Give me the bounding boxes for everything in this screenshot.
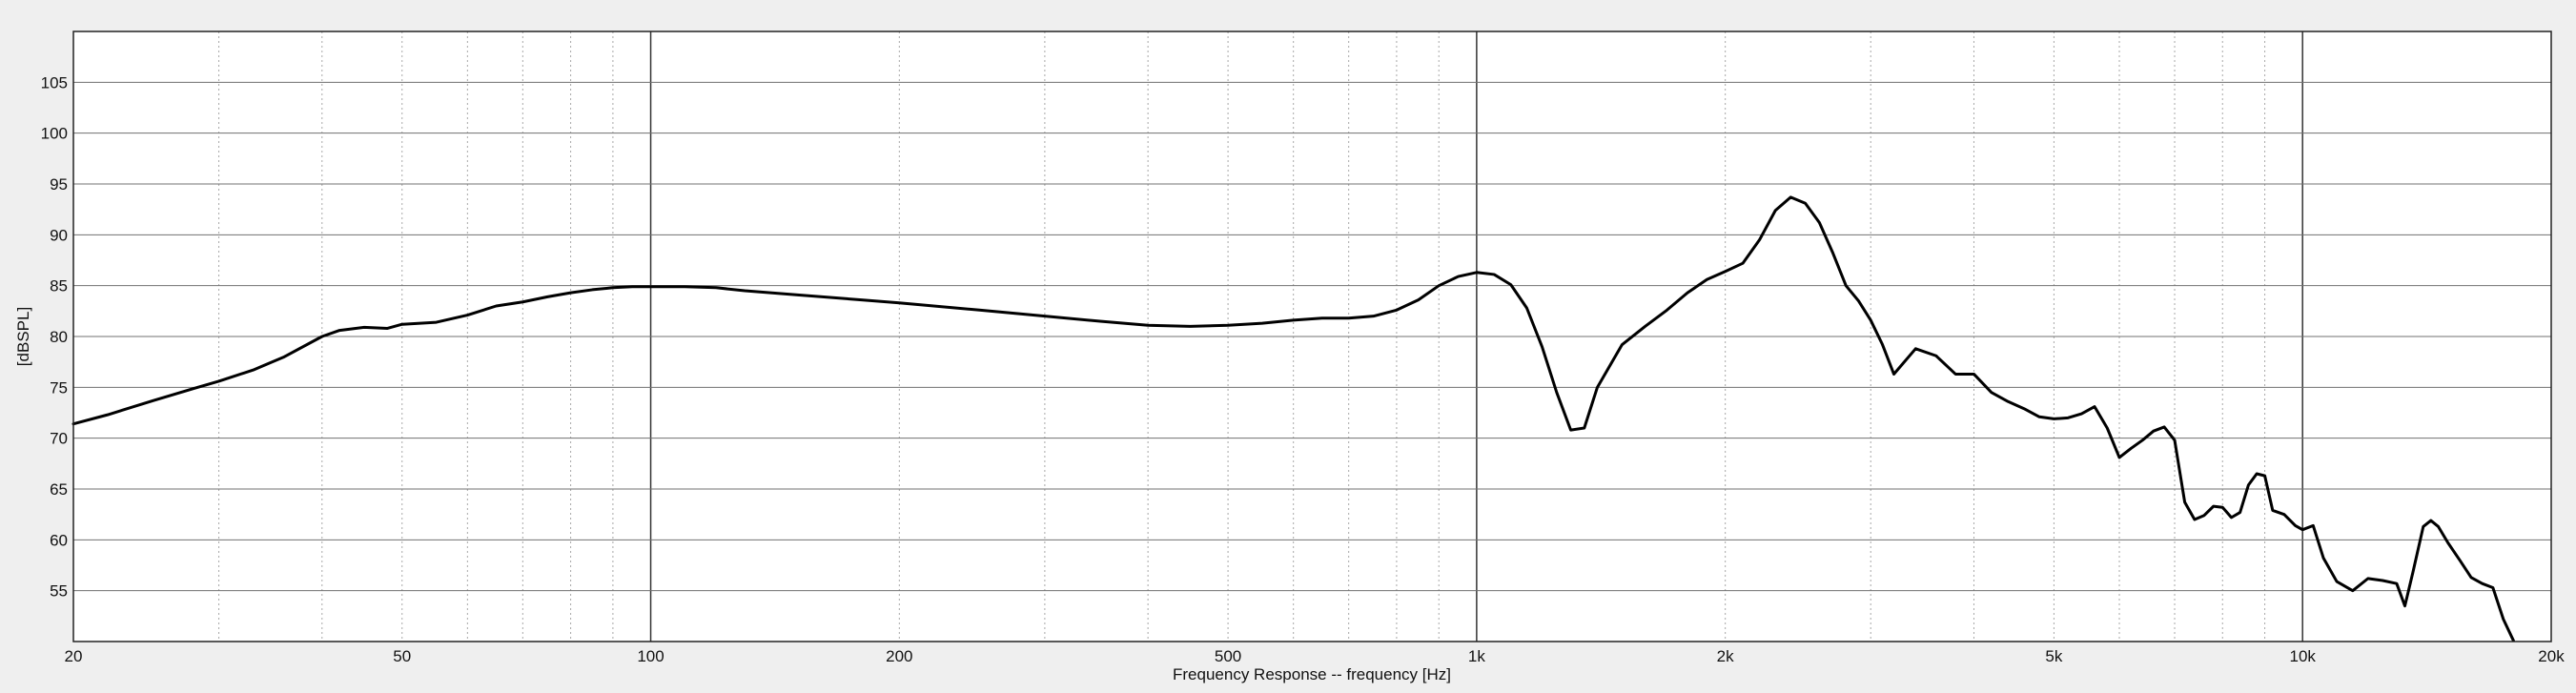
x-tick-labels: 20 50 100 200 500 1k 2k 5k 10k 20k (65, 647, 2566, 665)
x-tick-label: 1k (1468, 647, 1485, 665)
y-tick-label: 90 (50, 226, 68, 244)
y-tick-label: 75 (50, 378, 68, 397)
y-tick-label: 70 (50, 430, 68, 448)
y-tick-label: 105 (41, 73, 68, 92)
y-tick-label: 80 (50, 328, 68, 346)
x-tick-label: 200 (886, 647, 912, 665)
x-tick-label: 20k (2538, 647, 2565, 665)
x-tick-label: 100 (637, 647, 664, 665)
y-tick-label: 95 (50, 175, 68, 194)
x-tick-label: 2k (1717, 647, 1734, 665)
x-tick-label: 5k (2045, 647, 2062, 665)
y-tick-label: 100 (41, 125, 68, 143)
x-tick-label: 10k (2289, 647, 2316, 665)
y-tick-label: 60 (50, 531, 68, 549)
y-tick-label: 55 (50, 582, 68, 601)
y-tick-labels: 55 60 65 70 75 80 85 90 95 100 105 (41, 73, 68, 600)
x-tick-label: 500 (1215, 647, 1241, 665)
x-axis-title: Frequency Response -- frequency [Hz] (1173, 665, 1451, 683)
y-tick-label: 85 (50, 277, 68, 296)
plot-border (72, 31, 2552, 642)
y-axis-title: [dBSPL] (14, 307, 32, 366)
x-tick-label: 50 (393, 647, 411, 665)
y-tick-label: 65 (50, 480, 68, 499)
x-tick-label: 20 (65, 647, 83, 665)
frequency-response-line (72, 195, 2515, 642)
major-gridlines (73, 31, 2551, 642)
